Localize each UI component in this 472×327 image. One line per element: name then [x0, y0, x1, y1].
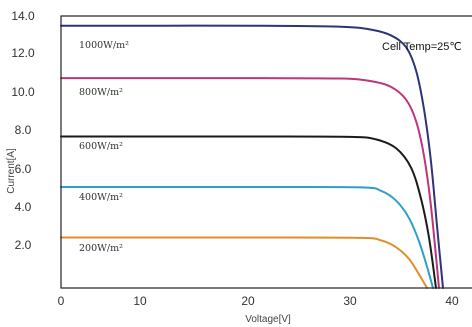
plot-frame [60, 15, 472, 289]
series-line-3 [60, 185, 434, 289]
cell-temp-annotation: Cell Temp=25℃ [382, 41, 462, 53]
x-tick-labels: 0 10 20 30 40 [58, 294, 459, 308]
y-tick-labels: 2.0 4.0 6.0 8.0 10.0 12.0 14.0 [11, 9, 35, 252]
y-axis-label: Current[A] [6, 148, 17, 194]
x-tick-label-30: 30 [343, 294, 357, 308]
x-tick-label-0: 0 [58, 294, 65, 308]
x-tick-label-40: 40 [445, 294, 459, 308]
y-tick-label-2: 2.0 [15, 238, 32, 252]
y-tick-label-12: 12.0 [11, 46, 35, 60]
series-label-600: 600W/m² [79, 141, 123, 152]
series-line-2 [60, 135, 437, 289]
series-labels: 1000W/m² 800W/m² 600W/m² 400W/m² 200W/m² [79, 40, 129, 254]
y-tick-label-8: 8.0 [15, 123, 32, 137]
series-label-200: 200W/m² [79, 243, 123, 254]
x-tick-label-20: 20 [241, 294, 255, 308]
series-line-0 [60, 24, 444, 289]
x-axis-label: Voltage[V] [245, 314, 291, 325]
y-tick-label-6: 6.0 [15, 162, 32, 176]
series-label-400: 400W/m² [79, 192, 123, 203]
series-layer [60, 24, 444, 289]
series-line-4 [60, 236, 428, 289]
series-line-1 [60, 77, 440, 289]
y-tick-label-14: 14.0 [11, 9, 35, 23]
y-tick-label-10: 10.0 [11, 85, 35, 99]
y-tick-label-4: 4.0 [15, 200, 32, 214]
x-tick-label-10: 10 [133, 294, 147, 308]
series-label-800: 800W/m² [79, 87, 123, 98]
series-label-1000: 1000W/m² [79, 40, 129, 51]
